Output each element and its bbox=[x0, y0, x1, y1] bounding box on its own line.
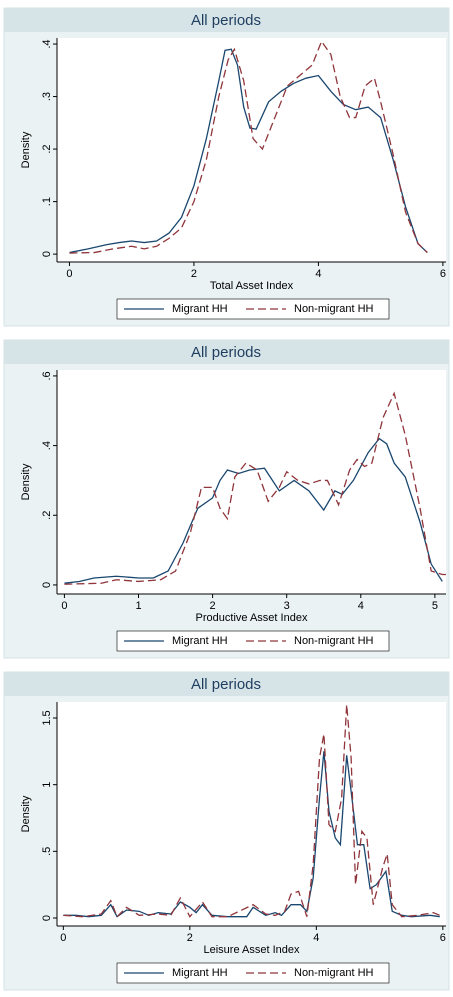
y-axis-label: Density bbox=[20, 131, 32, 168]
x-tick-label: 5 bbox=[432, 600, 438, 612]
y-axis-label: Density bbox=[20, 795, 32, 832]
density-line bbox=[64, 437, 443, 584]
legend-label: Non-migrant HH bbox=[294, 967, 374, 979]
y-tick-label: .2 bbox=[41, 144, 53, 153]
plot-area bbox=[57, 702, 446, 926]
y-tick-label: .3 bbox=[41, 92, 53, 101]
density-line bbox=[63, 704, 440, 918]
x-tick-label: 2 bbox=[191, 268, 197, 280]
density-line bbox=[64, 391, 446, 585]
x-tick-label: 0 bbox=[61, 600, 67, 612]
y-tick-label: 0 bbox=[41, 251, 53, 257]
y-tick-label: .4 bbox=[41, 39, 53, 48]
x-axis-label: Productive Asset Index bbox=[196, 612, 308, 624]
x-tick-label: 6 bbox=[440, 932, 446, 944]
x-tick-label: 0 bbox=[60, 932, 66, 944]
plot-area bbox=[57, 38, 446, 262]
y-tick-label: .4 bbox=[41, 441, 53, 450]
x-tick-label: 4 bbox=[315, 268, 321, 280]
x-tick-label: 1 bbox=[135, 600, 141, 612]
x-tick-label: 4 bbox=[313, 932, 319, 944]
x-tick-label: 0 bbox=[66, 268, 72, 280]
y-tick-label: .6 bbox=[41, 371, 53, 380]
y-tick-label: .5 bbox=[41, 847, 53, 856]
y-tick-label: 1 bbox=[41, 782, 53, 788]
y-tick-label: .1 bbox=[41, 197, 53, 206]
x-tick-label: 6 bbox=[440, 268, 446, 280]
y-axis-label: Density bbox=[20, 463, 32, 500]
legend-label: Migrant HH bbox=[172, 635, 228, 647]
density-line bbox=[69, 40, 428, 254]
title-band bbox=[4, 8, 449, 32]
chart-title: All periods bbox=[191, 344, 261, 361]
chart-title: All periods bbox=[191, 12, 261, 29]
x-tick-label: 2 bbox=[187, 932, 193, 944]
x-tick-label: 2 bbox=[210, 600, 216, 612]
legend-label: Non-migrant HH bbox=[294, 635, 374, 647]
legend-label: Migrant HH bbox=[172, 967, 228, 979]
legend-label: Migrant HH bbox=[172, 303, 228, 315]
y-tick-label: 1.5 bbox=[41, 710, 53, 725]
legend-label: Non-migrant HH bbox=[294, 303, 374, 315]
y-tick-label: 0 bbox=[41, 582, 53, 588]
x-axis-label: Total Asset Index bbox=[210, 280, 294, 292]
title-band bbox=[4, 340, 449, 364]
x-tick-label: 3 bbox=[284, 600, 290, 612]
x-tick-label: 4 bbox=[358, 600, 364, 612]
y-tick-label: 0 bbox=[41, 915, 53, 921]
x-axis-label: Leisure Asset Index bbox=[203, 944, 300, 956]
plot-area bbox=[57, 370, 446, 594]
title-band bbox=[4, 672, 449, 696]
chart-title: All periods bbox=[191, 676, 261, 693]
y-tick-label: .2 bbox=[41, 511, 53, 520]
density-line bbox=[63, 751, 440, 918]
density-line bbox=[69, 48, 428, 254]
